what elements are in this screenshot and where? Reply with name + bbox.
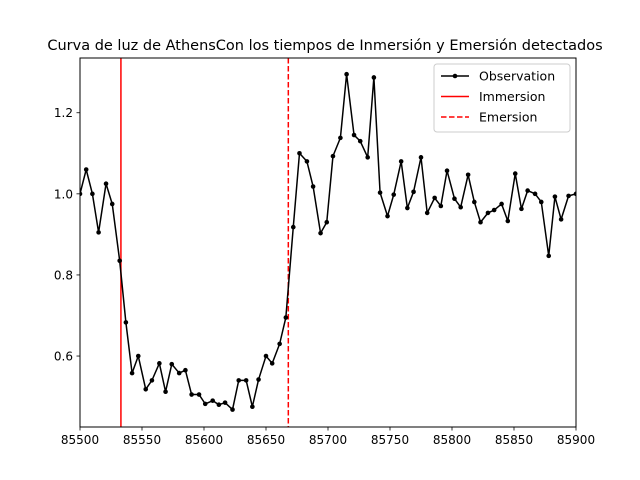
legend-marker: [452, 73, 458, 79]
data-point: [169, 361, 175, 367]
data-point: [183, 367, 188, 373]
legend: Observation Immersion Emersion: [433, 63, 571, 133]
x-tick-label: 85500: [61, 433, 99, 447]
data-point: [297, 150, 302, 156]
data-point: [90, 191, 95, 197]
data-point: [216, 402, 222, 407]
data-point: [424, 210, 430, 216]
data-point: [391, 192, 397, 197]
data-point: [318, 230, 323, 236]
data-point: [552, 194, 558, 199]
x-tick-label: 85550: [123, 433, 161, 447]
data-point: [371, 75, 377, 80]
data-point: [505, 218, 511, 224]
data-point: [532, 191, 538, 197]
data-point: [163, 389, 168, 395]
data-point: [398, 159, 404, 164]
data-point: [418, 155, 424, 160]
data-point: [491, 207, 497, 213]
data-point: [357, 138, 363, 144]
data-point: [405, 205, 410, 211]
data-point: [109, 201, 115, 207]
data-point: [269, 361, 275, 366]
data-point: [485, 210, 491, 216]
data-point: [129, 370, 135, 376]
data-point: [519, 206, 524, 212]
y-axis: 0.6 0.8 1.0 1.2: [54, 106, 80, 364]
legend-label-emersion: Emersion: [479, 110, 537, 125]
data-point: [546, 253, 552, 259]
data-point: [222, 400, 228, 405]
data-point: [196, 392, 202, 397]
data-point: [176, 370, 182, 376]
data-point: [566, 193, 571, 199]
data-point: [525, 188, 530, 193]
data-point: [80, 191, 83, 197]
data-point: [538, 199, 544, 205]
data-point: [377, 190, 383, 195]
x-tick-label: 85600: [185, 433, 223, 447]
x-tick-label: 85650: [247, 433, 285, 447]
y-tick-label: 1.2: [54, 106, 73, 120]
data-point: [385, 213, 390, 219]
data-point: [230, 407, 235, 412]
data-point: [290, 224, 296, 230]
x-tick-label: 85850: [495, 433, 533, 447]
data-point: [351, 132, 357, 138]
data-point: [96, 230, 101, 235]
data-point: [558, 217, 564, 222]
legend-box: [433, 63, 571, 133]
data-point: [512, 171, 518, 176]
data-point: [256, 377, 261, 382]
data-point: [210, 398, 215, 403]
data-point: [117, 258, 122, 264]
data-point: [411, 189, 416, 195]
data-point: [189, 392, 194, 397]
data-point: [277, 341, 282, 347]
data-point: [149, 378, 155, 383]
data-point: [283, 315, 289, 320]
data-point: [250, 404, 255, 410]
data-point: [338, 135, 343, 141]
data-point: [243, 378, 249, 383]
y-tick-label: 0.8: [54, 268, 73, 282]
data-point: [135, 353, 141, 359]
y-tick-label: 1.0: [54, 187, 73, 201]
chart-title: Curva de luz de AthensCon los tiempos de…: [47, 38, 602, 54]
data-point: [83, 167, 89, 172]
data-point: [263, 353, 269, 359]
data-point: [143, 386, 149, 392]
data-point: [432, 195, 437, 201]
data-point: [444, 168, 450, 174]
data-point: [452, 196, 457, 202]
x-tick-label: 85750: [371, 433, 409, 447]
data-point: [465, 172, 471, 178]
data-point: [324, 219, 330, 225]
data-point: [236, 378, 242, 383]
x-tick-label: 85900: [557, 433, 595, 447]
data-point: [499, 201, 504, 207]
x-tick-label: 85800: [433, 433, 471, 447]
data-point: [310, 184, 316, 189]
data-point: [330, 153, 336, 159]
x-axis: 85500 85550 85600 85650 85700 85750 85800 85850…: [61, 427, 595, 447]
data-point: [103, 181, 109, 187]
data-point: [365, 155, 370, 160]
data-point: [202, 401, 208, 407]
data-point: [344, 71, 349, 77]
data-point: [573, 191, 576, 197]
data-point: [123, 320, 129, 325]
data-point: [478, 219, 483, 225]
data-point: [438, 203, 444, 209]
data-point: [458, 204, 463, 210]
legend-label-immersion: Immersion: [479, 89, 545, 104]
data-point: [157, 361, 162, 366]
x-tick-label: 85700: [309, 433, 347, 447]
y-tick-label: 0.6: [54, 350, 73, 364]
data-point: [472, 199, 477, 205]
data-point: [304, 159, 310, 164]
legend-label-observation: Observation: [479, 69, 555, 84]
